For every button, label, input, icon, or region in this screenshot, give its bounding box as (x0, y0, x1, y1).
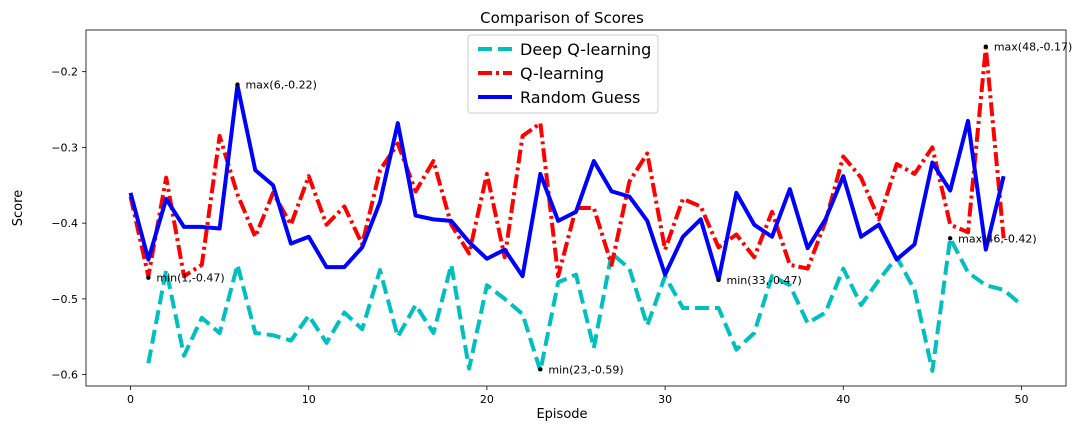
annotation-label: max(48,-0.17) (994, 41, 1073, 54)
annotation-layer: min(1,-0.47) max(6,-0.22) min(23,-0.59) min… (146, 41, 1073, 376)
series-line-random-guess (128, 83, 1006, 282)
annotation-label: max(46,-0.42) (958, 232, 1037, 245)
y-tick-label: −0.3 (51, 141, 78, 154)
x-tick-label: 30 (658, 393, 672, 406)
y-tick-label: −0.2 (51, 66, 78, 79)
x-tick-label: 0 (127, 393, 134, 406)
x-axis-label: Episode (536, 407, 587, 422)
x-tick-label: 20 (480, 393, 494, 406)
y-tick-label: −0.5 (51, 293, 78, 306)
annotation-marker (538, 367, 543, 372)
annotation-marker (947, 236, 953, 241)
series-line-deep-q-learning (146, 236, 1023, 373)
annotation-marker (983, 44, 989, 49)
annotation-marker (716, 277, 721, 283)
legend: Deep Q-learning Q-learning Random Guess (467, 34, 659, 114)
y-tick-label: −0.4 (51, 217, 78, 230)
x-tick-label: 50 (1014, 393, 1028, 406)
legend-label-deep-q-learning: Deep Q-learning (520, 40, 651, 59)
x-tick-label: 40 (836, 393, 850, 406)
chart-title: Comparison of Scores (480, 9, 644, 27)
annotation-marker (235, 82, 240, 87)
plot-frame (85, 29, 1067, 387)
x-tick-label: 10 (302, 393, 316, 406)
annotation-label: max(6,-0.22) (245, 79, 317, 92)
annotation-label: min(1,-0.47) (156, 272, 224, 285)
y-ticks: −0.6 −0.5 −0.4 −0.3 −0.2 (51, 66, 86, 382)
y-axis-label: Score (11, 190, 26, 226)
y-tick-label: −0.6 (51, 369, 78, 382)
x-ticks: 0 10 20 30 40 50 (127, 386, 1028, 406)
legend-box (467, 34, 659, 114)
annotation-marker (146, 275, 151, 280)
series-layer (128, 45, 1023, 373)
annotation-label: min(23,-0.59) (548, 363, 623, 376)
legend-label-random-guess: Random Guess (520, 88, 640, 107)
annotation-label: min(33,-0.47) (727, 274, 802, 287)
legend-label-q-learning: Q-learning (520, 64, 604, 83)
